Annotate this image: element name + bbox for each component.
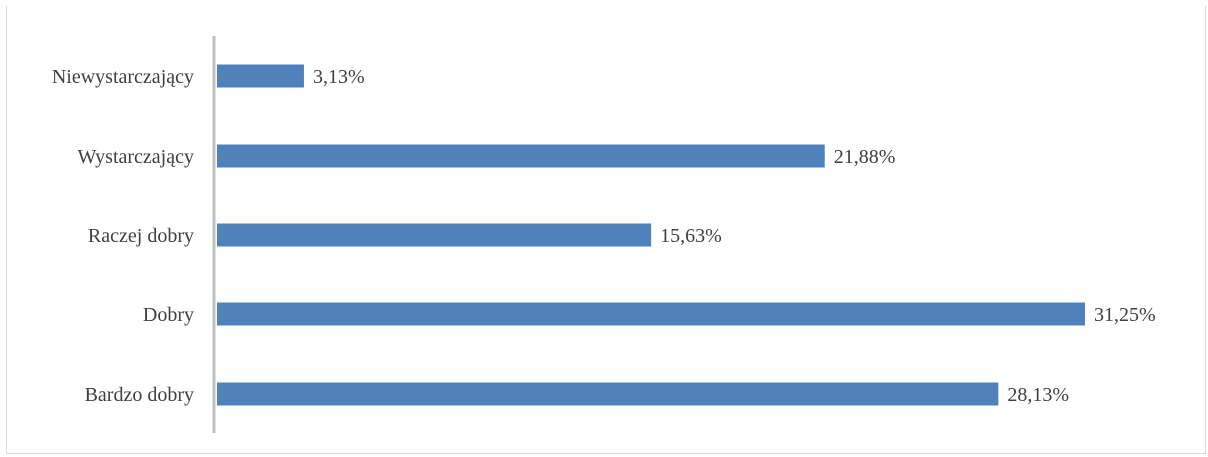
category-label: Bardzo dobry (85, 384, 194, 406)
bar (217, 223, 652, 247)
value-label: 21,88% (834, 146, 896, 168)
category-label: Dobry (143, 304, 194, 326)
bar (217, 302, 1085, 326)
bar (217, 144, 825, 168)
bar (217, 64, 304, 88)
chart-frame (6, 6, 1206, 454)
bars-group: Niewystarczający 3,13% Wystarczający 21,88%… (52, 64, 1156, 406)
value-label: 28,13% (1007, 384, 1069, 406)
bar (217, 382, 999, 406)
value-label: 3,13% (313, 66, 365, 88)
category-label: Raczej dobry (88, 225, 194, 247)
category-label: Wystarczający (78, 146, 195, 168)
category-label: Niewystarczający (52, 66, 194, 88)
value-label: 31,25% (1094, 304, 1156, 326)
value-label: 15,63% (660, 225, 722, 247)
